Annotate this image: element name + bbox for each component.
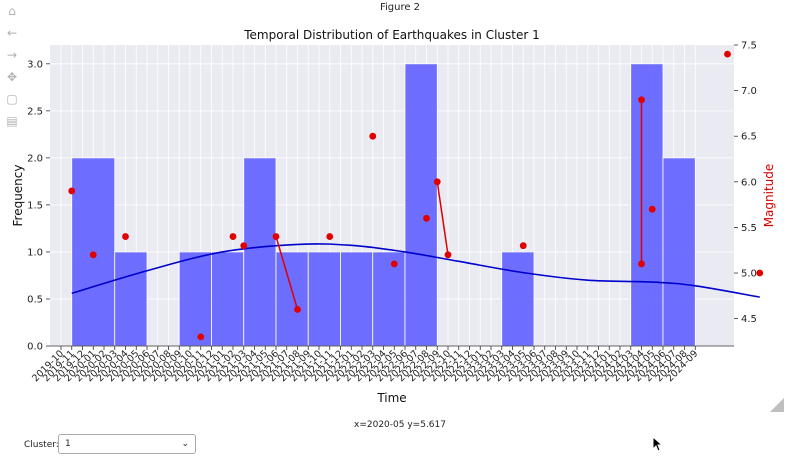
histogram-bar xyxy=(275,251,309,347)
chevron-down-icon: ⌄ xyxy=(181,439,189,449)
histogram-bar xyxy=(211,251,245,347)
y2-tick-label: 5.5 xyxy=(741,223,757,234)
trend-line xyxy=(71,243,760,298)
resize-handle[interactable] xyxy=(770,398,784,412)
magnitude-point xyxy=(240,242,248,250)
y2-tick-label: 5.0 xyxy=(741,269,757,280)
magnitude-point xyxy=(326,233,334,240)
y-tick-label: 1.5 xyxy=(27,200,43,211)
mouse-cursor-icon xyxy=(652,436,664,452)
chart-title: Temporal Distribution of Earthquakes in … xyxy=(243,28,539,42)
home-icon[interactable]: ⌂ xyxy=(8,4,16,18)
magnitude-point xyxy=(294,306,301,313)
magnitude-segment xyxy=(436,181,449,255)
y2-tick-label: 6.0 xyxy=(741,177,757,188)
y-tick-label: 0.5 xyxy=(27,294,43,305)
back-icon[interactable]: ← xyxy=(6,26,18,40)
y-tick-label: 3.0 xyxy=(27,59,43,70)
magnitude-point xyxy=(519,242,527,250)
magnitude-point xyxy=(423,214,430,222)
histogram-bar xyxy=(114,251,148,347)
histogram-bar xyxy=(372,251,406,347)
figure-toolbar: ⌂ ← → ✥ ▢ ▤ xyxy=(3,2,23,134)
cluster-select-value: 1 xyxy=(65,439,71,449)
histogram-bar xyxy=(307,251,341,347)
histogram-bar xyxy=(630,63,664,347)
histogram-bar xyxy=(340,251,374,347)
magnitude-point xyxy=(390,260,398,268)
magnitude-point xyxy=(229,233,237,240)
magnitude-point xyxy=(122,233,129,240)
magnitude-point xyxy=(197,333,205,341)
histogram-bar xyxy=(404,63,438,347)
magnitude-point xyxy=(433,178,441,186)
magnitude-point xyxy=(369,132,377,140)
magnitude-point xyxy=(648,205,656,213)
zoom-icon[interactable]: ▢ xyxy=(6,92,18,106)
histogram-bar xyxy=(662,157,696,347)
chart: 0.0 0.5 1.0 1.5 2.0 2.5 3.0 4.5 5.0 5.5 6.0 6.5 7.0 7… xyxy=(11,28,776,405)
y-tick-label: 2.0 xyxy=(27,153,43,164)
y-axis-label: Frequency xyxy=(11,165,25,227)
y-tick-label: 1.0 xyxy=(27,247,43,258)
magnitude-point xyxy=(638,96,645,104)
y2-tick-label: 6.5 xyxy=(741,132,757,143)
x-axis-label: Time xyxy=(376,391,406,405)
pan-icon[interactable]: ✥ xyxy=(6,70,18,84)
y2-tick-label: 7.5 xyxy=(741,41,757,52)
coordinate-readout: x=2020-05 y=5.617 xyxy=(354,420,446,430)
cluster-label: Cluster: xyxy=(24,440,59,450)
forward-icon[interactable]: → xyxy=(6,48,18,62)
window-title: Figure 2 xyxy=(379,2,421,13)
histogram-bar xyxy=(178,251,212,347)
histogram-bar xyxy=(501,251,535,347)
magnitude-point xyxy=(89,251,97,259)
magnitude-point xyxy=(68,187,76,195)
save-icon[interactable]: ▤ xyxy=(6,114,18,128)
magnitude-point xyxy=(638,260,645,268)
histogram-bar xyxy=(243,157,277,347)
magnitude-point xyxy=(444,251,452,259)
y-tick-label: 2.5 xyxy=(27,106,43,117)
y2-axis-label: Magnitude xyxy=(762,164,776,228)
magnitude-point xyxy=(272,233,280,240)
magnitude-segment xyxy=(275,236,299,310)
magnitude-point xyxy=(724,50,731,58)
y2-tick-label: 7.0 xyxy=(741,86,757,97)
magnitude-point xyxy=(756,269,764,277)
y2-tick-label: 4.5 xyxy=(741,314,757,325)
cluster-select[interactable]: 1 ⌄ xyxy=(58,434,196,454)
y-tick-label: 0.0 xyxy=(27,342,43,353)
